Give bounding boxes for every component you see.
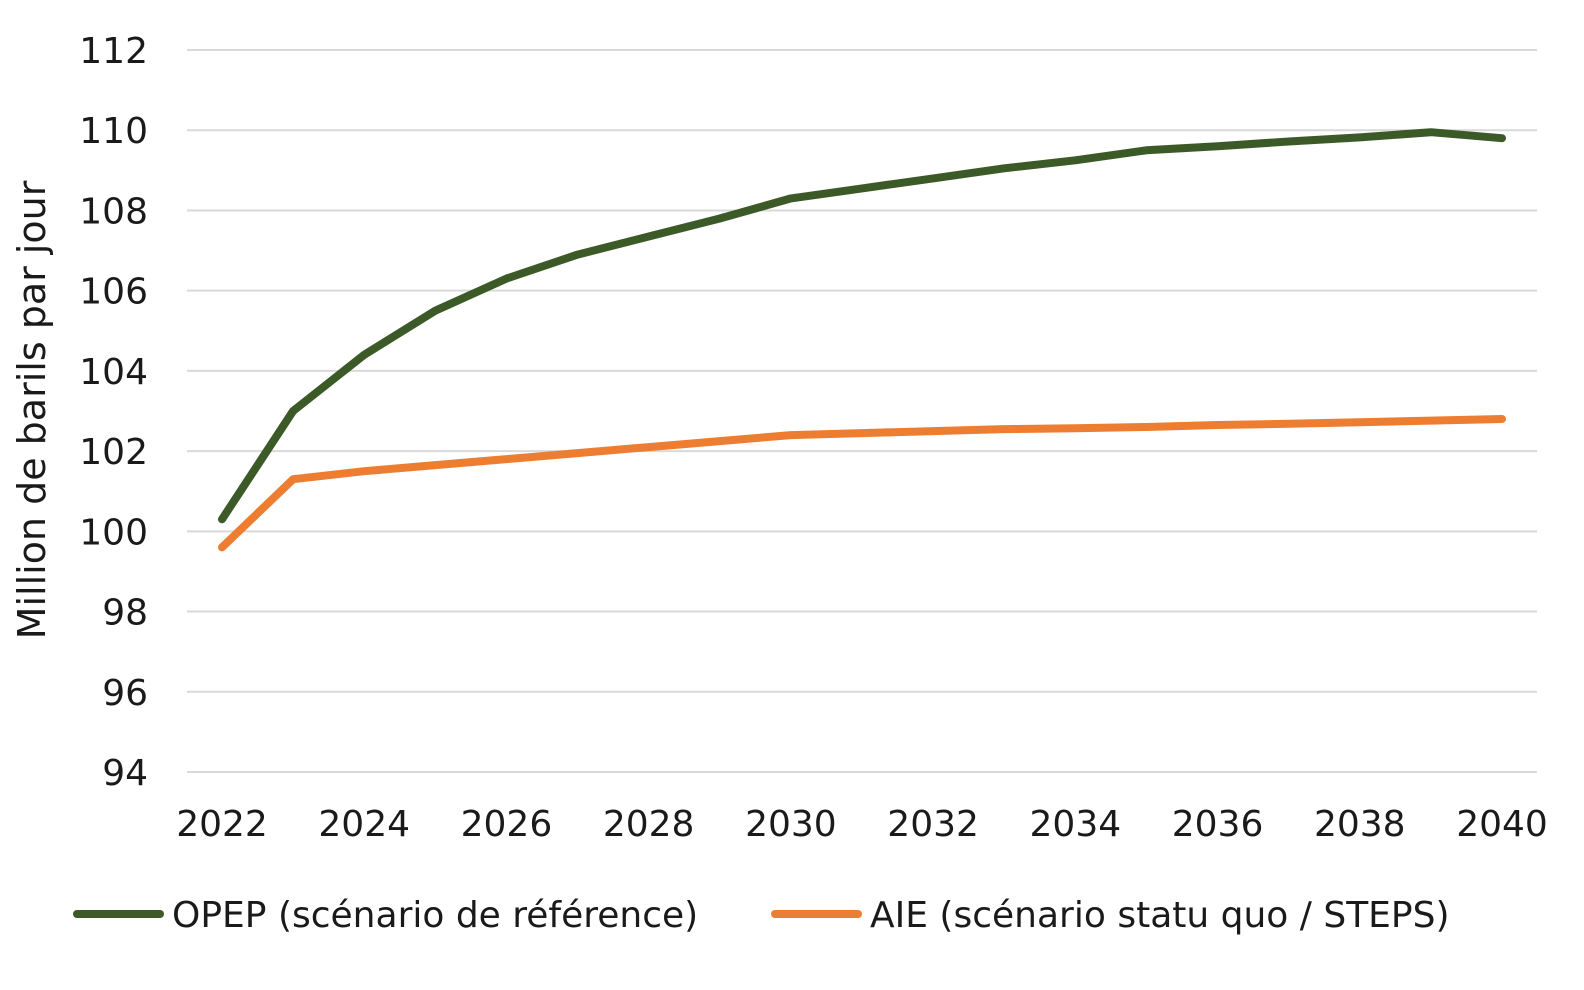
y-axis-tick-labels: 94 96 98 100 102 104 106 108 110 112 <box>79 31 148 794</box>
y-tick-label-96: 96 <box>102 673 148 714</box>
x-tick-label-2040: 2040 <box>1456 804 1548 845</box>
x-tick-label-2038: 2038 <box>1314 804 1406 845</box>
y-tick-label-100: 100 <box>79 512 148 553</box>
series-line-aie <box>218 415 1506 552</box>
y-tick-label-112: 112 <box>79 31 148 72</box>
y-tick-label-102: 102 <box>79 432 148 473</box>
x-tick-label-2032: 2032 <box>887 804 979 845</box>
y-tick-label-98: 98 <box>102 593 148 634</box>
y-tick-label-106: 106 <box>79 272 148 313</box>
gridlines <box>187 49 1537 773</box>
y-tick-label-104: 104 <box>79 352 148 393</box>
x-tick-label-2030: 2030 <box>745 804 837 845</box>
y-tick-label-108: 108 <box>79 191 148 232</box>
x-tick-label-2026: 2026 <box>461 804 553 845</box>
series-lines <box>218 128 1506 552</box>
legend-label-opep: OPEP (scénario de référence) <box>172 895 698 936</box>
legend-label-aie: AIE (scénario statu quo / STEPS) <box>870 895 1450 936</box>
x-axis-tick-labels: 2022 2024 2026 2028 2030 2032 2034 2036 2038 2040 <box>176 804 1548 845</box>
legend: OPEP (scénario de référence) AIE (scénari… <box>73 895 1450 936</box>
x-tick-label-2034: 2034 <box>1030 804 1122 845</box>
y-axis-title: Million de barils par jour <box>10 180 54 639</box>
y-tick-label-110: 110 <box>79 111 148 152</box>
x-tick-label-2036: 2036 <box>1172 804 1264 845</box>
x-tick-label-2022: 2022 <box>176 804 268 845</box>
y-tick-label-94: 94 <box>102 753 148 794</box>
x-tick-label-2028: 2028 <box>603 804 695 845</box>
series-line-opep <box>218 128 1506 524</box>
x-tick-label-2024: 2024 <box>318 804 410 845</box>
